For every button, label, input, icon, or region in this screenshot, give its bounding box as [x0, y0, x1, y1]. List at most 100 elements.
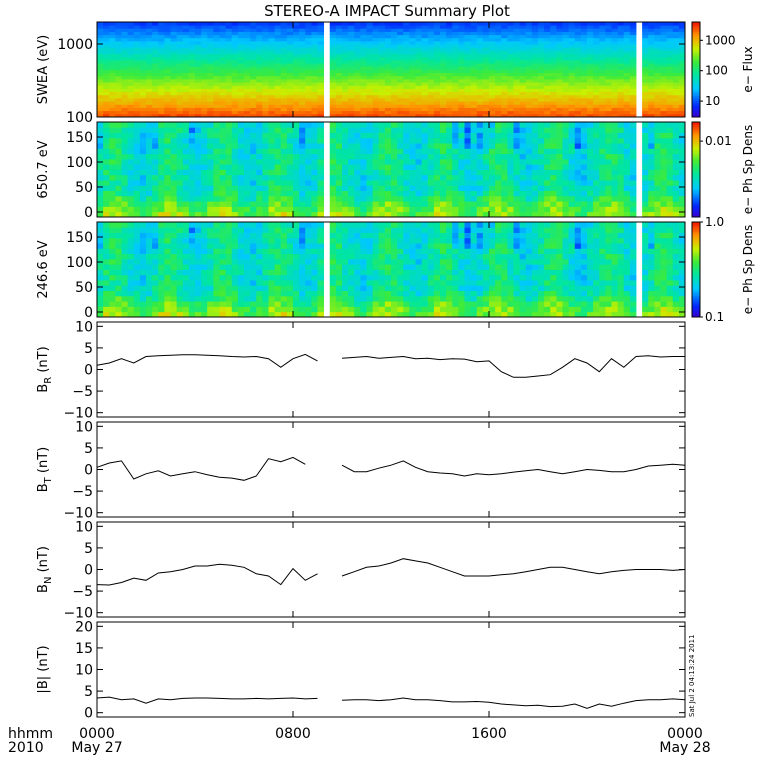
plot-frame-pad650: [96, 121, 686, 218]
heatmap-cell: [360, 127, 367, 133]
heatmap-cell: [495, 88, 502, 93]
heatmap-cell: [182, 88, 190, 93]
heatmap-cell: [262, 104, 269, 108]
heatmap-cell: [525, 104, 533, 108]
heatmap-cell: [654, 127, 661, 133]
heatmap-cell: [525, 82, 533, 86]
heatmap-cell: [311, 164, 318, 170]
heatmap-cell: [440, 72, 447, 77]
heatmap-cell: [170, 60, 178, 64]
heatmap-cell: [580, 69, 588, 74]
heatmap-cell: [109, 253, 116, 260]
heatmap-cell: [109, 72, 116, 77]
heatmap-cell: [476, 94, 484, 99]
heatmap-cell: [678, 174, 686, 181]
heatmap-cell: [574, 66, 582, 70]
heatmap-cell: [666, 143, 674, 149]
heatmap-cell: [195, 290, 202, 297]
heatmap-cell: [531, 25, 539, 29]
heatmap-cell: [170, 66, 178, 70]
heatmap-cell: [293, 158, 300, 165]
heatmap-cell: [519, 164, 527, 170]
heatmap-cell: [446, 47, 453, 51]
heatmap-cell: [335, 195, 343, 202]
heatmap-cell: [280, 69, 288, 74]
heatmap-cell: [176, 274, 184, 281]
heatmap-cell: [139, 211, 147, 218]
heatmap-cell: [103, 237, 110, 244]
heatmap-cell: [146, 50, 153, 55]
heatmap-cell: [250, 85, 257, 89]
heatmap-cell: [188, 113, 196, 118]
heatmap-cell: [139, 180, 147, 186]
heatmap-cell: [403, 56, 410, 61]
heatmap-cell: [182, 107, 190, 112]
heatmap-cell: [250, 88, 257, 93]
colorbar-swatch: [692, 52, 700, 56]
heatmap-cell: [501, 110, 508, 115]
heatmap-cell: [574, 37, 582, 42]
heatmap-cell: [188, 85, 196, 89]
heatmap-cell: [489, 53, 496, 58]
heatmap-cell: [568, 44, 576, 48]
heatmap-cell: [678, 66, 686, 70]
heatmap-cell: [605, 206, 612, 213]
heatmap-cell: [139, 34, 147, 39]
heatmap-cell: [170, 158, 178, 165]
heatmap-cell: [593, 143, 600, 149]
heatmap-cell: [256, 174, 263, 181]
heatmap-cell: [225, 60, 233, 64]
heatmap-cell: [605, 94, 612, 99]
heatmap-cell: [378, 88, 386, 93]
heatmap-cell: [348, 82, 355, 86]
heatmap-cell: [642, 25, 649, 29]
heatmap-cell: [176, 153, 184, 160]
heatmap-cell: [201, 306, 208, 313]
heatmap-cell: [642, 195, 649, 202]
colorbar-swatch: [692, 212, 700, 216]
heatmap-cell: [311, 66, 318, 70]
heatmap-cell: [482, 180, 490, 186]
heatmap-cell: [256, 104, 263, 108]
heatmap-cell: [525, 31, 533, 36]
heatmap-cell: [415, 56, 423, 61]
heatmap-cell: [280, 72, 288, 77]
heatmap-cell: [403, 169, 410, 176]
heatmap-cell: [274, 101, 282, 105]
heatmap-cell: [152, 127, 159, 133]
heatmap-cell: [268, 31, 276, 36]
heatmap-cell: [152, 31, 159, 36]
heatmap-cell: [317, 143, 325, 149]
heatmap-cell: [170, 290, 178, 297]
heatmap-cell: [311, 56, 318, 61]
heatmap-cell: [225, 41, 233, 45]
heatmap-cell: [305, 98, 312, 102]
heatmap-cell: [195, 53, 202, 58]
heatmap-cell: [642, 60, 649, 64]
heatmap-cell: [519, 69, 527, 74]
heatmap-cell: [440, 37, 447, 42]
heatmap-cell: [538, 132, 545, 139]
heatmap-cell: [195, 44, 202, 48]
heatmap-cell: [391, 44, 398, 48]
heatmap-cell: [360, 85, 367, 89]
heatmap-cell: [623, 98, 631, 102]
heatmap-cell: [642, 37, 649, 42]
heatmap-cell: [121, 274, 129, 281]
heatmap-cell: [568, 153, 576, 160]
heatmap-cell: [666, 113, 674, 118]
heatmap-cell: [593, 44, 600, 48]
heatmap-cell: [611, 143, 619, 149]
heatmap-cell: [231, 34, 239, 39]
heatmap-cell: [213, 98, 220, 102]
heatmap-cell: [464, 148, 472, 155]
heatmap-cell: [421, 127, 429, 133]
heatmap-cell: [372, 190, 380, 197]
heatmap-cell: [305, 195, 312, 202]
heatmap-cell: [176, 122, 184, 128]
heatmap-cell: [599, 85, 606, 89]
heatmap-cell: [513, 94, 521, 99]
heatmap-cell: [605, 158, 612, 165]
heatmap-cell: [464, 85, 472, 89]
heatmap-cell: [201, 185, 208, 192]
